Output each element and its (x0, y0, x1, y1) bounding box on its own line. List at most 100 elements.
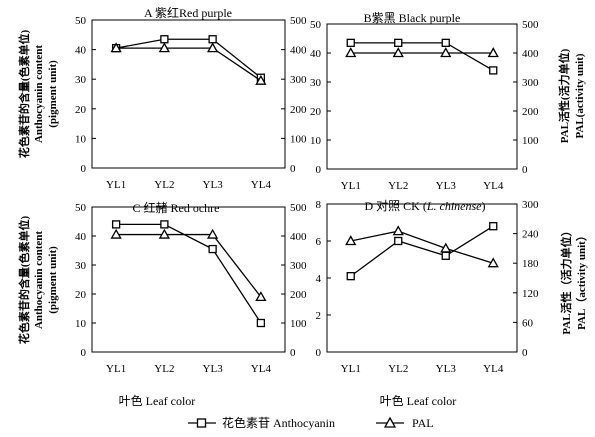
panel-d-pal-point (440, 242, 452, 253)
panel-b-left-tick-label: 20 (310, 106, 322, 118)
panel-a-x-tick-label: YL3 (203, 179, 224, 191)
panel-c-right-tick-label: 300 (290, 260, 307, 272)
panel-b-right-tick-label: 0 (522, 164, 528, 176)
panel-a-left-ticks: 0 10 20 30 40 50 (75, 15, 96, 175)
panel-b-anthocyanin-point (441, 38, 450, 47)
panel-d-pal-point (392, 225, 404, 236)
panel-d-title-main: D 对照 CK ( (365, 199, 427, 213)
panel-d-anthocyanin-point (441, 251, 450, 260)
left-axis-title-top-line1: 花色素苷的含量(色素单位) (17, 30, 31, 159)
panel-a-series (110, 35, 267, 85)
left-axis-title-bottom-line1: 花色素苷的含量(色素单位) (17, 216, 31, 345)
panel-c-right-tick-label: 500 (290, 202, 307, 214)
legend-label-pal: PAL (412, 416, 434, 430)
panel-a-right-tick-label: 300 (290, 74, 307, 86)
panel-b-x-tick-label: YL2 (388, 180, 408, 192)
panel-c-pal-point (110, 228, 122, 239)
panel-d-title-species: L. chinense (426, 199, 482, 213)
panel-c-right-tick-label: 0 (290, 347, 296, 359)
panel-d-right-tick-label: 0 (522, 347, 528, 359)
panel-a-left-tick-label: 40 (75, 45, 87, 57)
panel-c-x-tick-label: YL1 (106, 363, 126, 375)
panel-d-x-tick-label: YL4 (483, 363, 504, 375)
panel-d-title: D 对照 CK (L. chinense) (365, 199, 486, 213)
panel-a-right-tick-label: 400 (290, 45, 307, 57)
panel-c-x-tick-label: YL4 (251, 363, 272, 375)
panel-c-pal-point (158, 228, 170, 239)
panel-d-x-tick-label: YL1 (341, 363, 361, 375)
legend-marker-square (196, 418, 207, 428)
panel-c-x-tick-label: YL2 (154, 363, 174, 375)
panel-b-x-tick-label: YL4 (483, 180, 504, 192)
left-axis-title-top: 花色素苷的含量(色素单位) Anthocyanin content (pigme… (17, 30, 59, 159)
panel-d-title-end: ) (482, 199, 486, 213)
panel-c-pal-line (116, 233, 262, 298)
panel-c-left-ticks: 0 10 20 30 40 50 (75, 202, 96, 359)
panel-a-right-tick-label: 200 (290, 104, 307, 116)
panel-b-anthocyanin-point (394, 38, 403, 47)
panel-a-right-ticks: 0 100 200 300 400 500 (281, 15, 307, 175)
panel-b-right-tick-label: 400 (522, 48, 539, 60)
x-axis-title-left: 叶色 Leaf color (119, 394, 196, 408)
panel-c-anthocyanin-point (160, 220, 169, 229)
panel-b-right-tick-label: 500 (522, 19, 539, 31)
panel-a-pal-point (110, 42, 122, 53)
right-axis-title-top-line1: PAL活性(活力单位) (557, 48, 571, 143)
panel-d-x-tick-label: YL2 (388, 363, 408, 375)
panel-b-right-tick-label: 300 (522, 77, 539, 89)
panel-d-right-ticks: 0 60 120 180 240 300 (513, 199, 539, 359)
panel-c-x-tick-label: YL3 (203, 363, 224, 375)
panel-d-right-tick-label: 240 (522, 229, 539, 241)
panel-a-x-tick-label: YL1 (106, 179, 126, 191)
panel-d-frame (326, 203, 518, 353)
panel-d-left-ticks: 0 2 4 6 8 (316, 199, 331, 359)
panel-c: C 红赭 Red ochre 0 10 20 30 40 50 0 100 200 300 400… (75, 200, 307, 375)
left-axis-title-bottom: 花色素苷的含量(色素单位) Anthocyanin content (pigme… (17, 216, 59, 345)
panel-a-anthocyanin-point (208, 35, 217, 44)
panel-a-left-tick-label: 30 (75, 74, 87, 86)
panel-d-left-tick-label: 6 (316, 236, 322, 248)
panel-c-anthocyanin-line (116, 223, 262, 324)
panel-d-anthocyanin-point (394, 236, 403, 246)
panel-b-anthocyanin-line (350, 42, 494, 71)
panel-a: A 紫红Red purple 0 10 20 30 40 50 0 100 200 300 400… (75, 5, 307, 191)
panel-d-left-tick-label: 8 (316, 199, 322, 211)
legend: 花色素苷 Anthocyanin PAL (188, 415, 434, 430)
right-axis-title-bottom-line2: PAL（activity unit） (575, 230, 588, 330)
panel-d-left-tick-label: 2 (316, 310, 322, 322)
panel-d-anthocyanin-point (489, 222, 498, 231)
panel-b-left-tick-label: 0 (316, 164, 322, 176)
panel-b-pal-point (487, 47, 499, 58)
panel-b-left-tick-label: 30 (310, 77, 322, 89)
panel-c-anthocyanin-point (208, 244, 217, 254)
panel-b-x-tick-label: YL1 (341, 180, 361, 192)
legend-label-anthocyanin: 花色素苷 Anthocyanin (222, 415, 335, 430)
left-axis-title-top-line3: (pigment unit) (47, 60, 59, 128)
panel-d-series (345, 222, 499, 281)
x-axis-title-right: 叶色 Leaf color (380, 394, 457, 408)
panel-c-right-tick-label: 100 (290, 318, 307, 330)
panel-d-left-tick-label: 4 (316, 273, 322, 285)
panel-b-x-tick-label: YL3 (436, 180, 457, 192)
panel-a-pal-point (255, 74, 267, 85)
right-axis-title-bottom: PAL活性（活力单位） PAL（activity unit） (559, 225, 588, 334)
panel-a-x-tick-label: YL4 (251, 179, 272, 191)
panel-d-right-tick-label: 120 (522, 288, 539, 300)
panel-d-right-tick-label: 180 (522, 258, 539, 270)
panel-d-anthocyanin-line (350, 225, 494, 277)
panel-b-right-tick-label: 100 (522, 135, 539, 147)
panel-d-anthocyanin-point (346, 271, 355, 281)
panel-b-x-ticks: YL1 YL2 YL3 YL4 (341, 180, 504, 192)
panel-b-left-tick-label: 50 (310, 19, 322, 31)
panel-c-left-tick-label: 30 (75, 260, 87, 272)
panel-d-x-tick-label: YL3 (436, 363, 457, 375)
panel-a-left-tick-label: 20 (75, 104, 87, 116)
panel-a-pal-line (116, 47, 262, 82)
panel-a-right-tick-label: 100 (290, 133, 307, 145)
panel-a-anthocyanin-point (160, 35, 169, 44)
left-axis-title-top-line2: Anthocyanin content (33, 45, 45, 143)
panel-b-pal-point (345, 47, 357, 58)
panel-a-right-tick-label: 500 (290, 15, 307, 27)
panel-a-right-tick-label: 0 (290, 163, 296, 175)
